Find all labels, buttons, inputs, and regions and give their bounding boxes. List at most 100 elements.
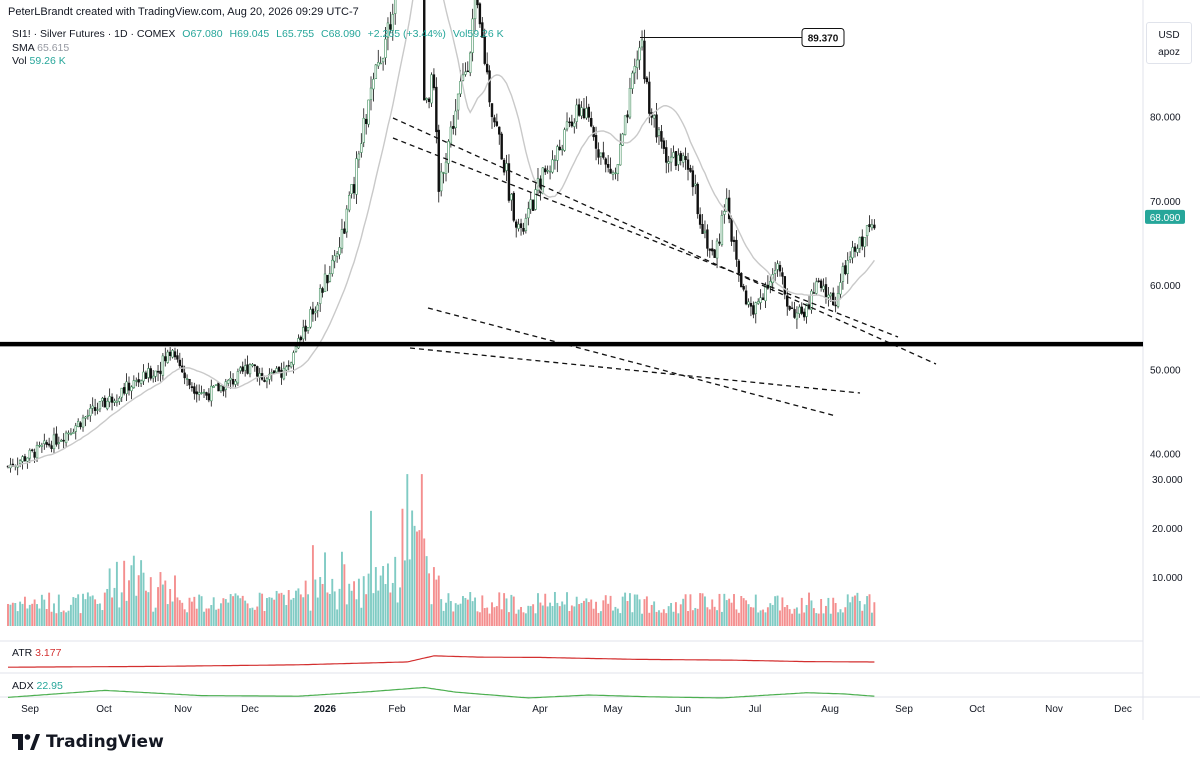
volume-bar [331, 578, 334, 626]
volume-bar [752, 607, 755, 626]
volume-bar [69, 604, 72, 626]
volume-bar [386, 563, 389, 626]
volume-bar [599, 611, 602, 626]
candle-body [384, 38, 387, 58]
volume-bar [612, 610, 614, 626]
volume-bar [239, 598, 242, 626]
volume-bar [699, 593, 702, 626]
volume-bar [510, 594, 513, 626]
candle-body [481, 22, 484, 38]
candle-body [205, 392, 208, 396]
volume-bar [111, 597, 114, 626]
candle-body [190, 386, 194, 388]
candle-body [323, 273, 327, 292]
volume-bar [440, 599, 443, 626]
candle-body [72, 431, 75, 434]
volume-bar [290, 599, 293, 626]
candle-body [343, 228, 346, 234]
candle-body [52, 434, 56, 450]
price-annotation[interactable]: 89.370 [640, 28, 845, 48]
candle-body [522, 227, 525, 232]
volume-bar [566, 592, 568, 626]
candle-body [93, 407, 97, 411]
candle-body [865, 225, 869, 237]
candle-body [439, 171, 443, 192]
candle-body [442, 172, 445, 174]
candle-body [744, 290, 748, 305]
volume-bar [483, 608, 486, 626]
candle-body [314, 311, 317, 314]
volume-bar [222, 598, 225, 626]
candle-body [672, 152, 675, 158]
candle-body [89, 408, 92, 417]
candle-body [614, 172, 617, 174]
volume-bar [67, 610, 70, 626]
volume-bar [491, 602, 493, 626]
volume-bar [251, 607, 254, 626]
volume-bar [522, 612, 525, 626]
volume-bar [314, 579, 317, 626]
volume-bar [215, 609, 218, 626]
tradingview-logo[interactable]: TradingView [12, 732, 164, 752]
time-tick-label: Oct [969, 704, 985, 715]
candle-body [851, 247, 854, 259]
candle-body [701, 224, 704, 234]
grid [0, 0, 1200, 720]
candle-body [861, 236, 864, 247]
volume-bar [270, 597, 273, 626]
atr-line [8, 655, 875, 668]
upper-trendline-2 [392, 137, 899, 338]
volume-bar [597, 612, 600, 626]
candle-body [26, 457, 29, 462]
volume-bar [411, 510, 414, 626]
volume-bar [123, 560, 126, 626]
candle-body [524, 218, 528, 231]
sma-value: 65.615 [37, 42, 70, 54]
candle-body [193, 386, 196, 394]
candle-body [427, 98, 431, 102]
candles [6, 0, 876, 476]
low-value: L65.755 [276, 28, 315, 40]
candle-body [691, 170, 695, 188]
volume-bar [745, 600, 748, 626]
time-tick-label: Dec [241, 704, 259, 715]
trendlines[interactable] [0, 117, 1143, 417]
candle-body [531, 199, 535, 211]
candle-body [841, 266, 845, 282]
volume-bar [159, 572, 162, 626]
candle-body [674, 151, 678, 166]
volume-bar [827, 597, 830, 626]
volume-bar [234, 593, 237, 626]
price-tick-label: 50.000 [1150, 365, 1181, 376]
volume-bar [687, 611, 689, 626]
volume-bar [103, 592, 106, 626]
volume-bar [174, 575, 176, 626]
volume-bar [253, 609, 256, 626]
candle-body [435, 86, 438, 133]
candle-body [231, 379, 235, 385]
volume-bar [348, 583, 351, 626]
volume-bar [7, 603, 9, 626]
candle-body [253, 364, 257, 367]
volume-bar [224, 599, 227, 626]
volume-bar [178, 600, 181, 626]
candle-body [449, 126, 453, 144]
atr-legend[interactable]: ATR 3.177 [12, 647, 61, 659]
volume-bar [33, 599, 36, 626]
volume-bar [220, 603, 222, 626]
candle-body [495, 121, 499, 126]
volume-bar [665, 613, 668, 626]
candle-body [815, 281, 818, 294]
volume-bar [856, 592, 859, 626]
volume-bar [26, 608, 29, 626]
symbol-name[interactable]: SI1! · Silver Futures · 1D · COMEX [12, 28, 176, 40]
sma-legend[interactable]: SMA 65.615 [12, 42, 69, 54]
currency-box[interactable]: USD apoz [1146, 22, 1192, 64]
vol-legend[interactable]: Vol 59.26 K [12, 55, 66, 67]
volume-bar [176, 597, 179, 626]
candle-body [582, 108, 586, 119]
candle-body [86, 415, 90, 417]
adx-legend[interactable]: ADX 22.95 [12, 680, 63, 692]
volume-bar [280, 592, 283, 626]
